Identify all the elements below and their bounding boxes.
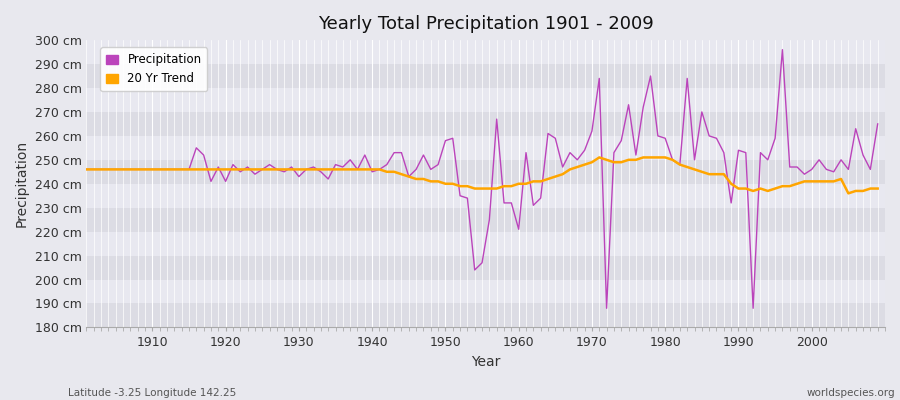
Bar: [86, 112, 885, 136]
Bar: [86, 304, 885, 328]
Bar: [86, 88, 885, 112]
Bar: [86, 184, 885, 208]
Bar: [86, 232, 885, 256]
Bar: [86, 64, 885, 88]
Text: Latitude -3.25 Longitude 142.25: Latitude -3.25 Longitude 142.25: [68, 388, 236, 398]
Bar: [86, 40, 885, 64]
Text: worldspecies.org: worldspecies.org: [807, 388, 896, 398]
Title: Yearly Total Precipitation 1901 - 2009: Yearly Total Precipitation 1901 - 2009: [318, 15, 653, 33]
Bar: [86, 208, 885, 232]
Bar: [86, 256, 885, 280]
Legend: Precipitation, 20 Yr Trend: Precipitation, 20 Yr Trend: [100, 48, 208, 91]
Y-axis label: Precipitation: Precipitation: [15, 140, 29, 227]
X-axis label: Year: Year: [471, 355, 500, 369]
Bar: [86, 280, 885, 304]
Bar: [86, 160, 885, 184]
Bar: [86, 136, 885, 160]
